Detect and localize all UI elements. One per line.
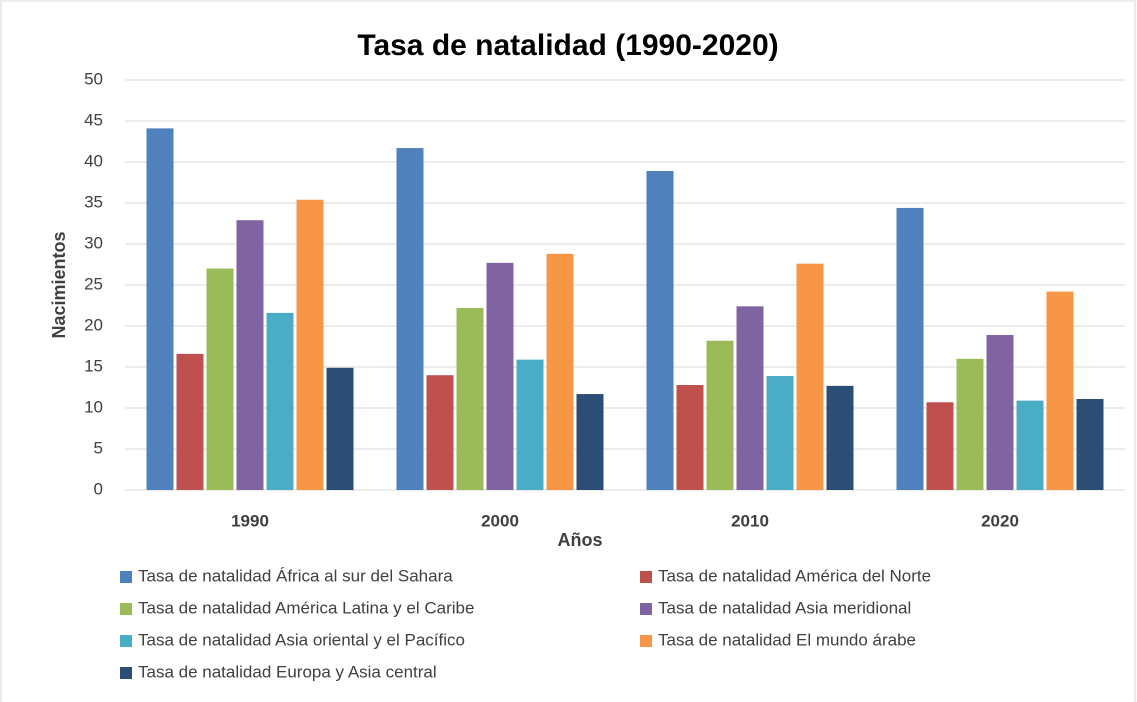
- bar: [1016, 400, 1044, 490]
- bar: [676, 385, 704, 490]
- legend-label: Tasa de natalidad Europa y Asia central: [138, 662, 437, 681]
- bar: [516, 359, 544, 490]
- bar: [546, 253, 574, 490]
- chart-title: Tasa de natalidad (1990-2020): [357, 29, 778, 62]
- bar: [456, 307, 484, 490]
- bar: [646, 171, 674, 490]
- y-tick-label: 25: [84, 274, 103, 293]
- bar: [896, 207, 924, 491]
- bar: [956, 358, 984, 490]
- bar: [206, 268, 234, 490]
- y-tick-label: 35: [84, 192, 103, 211]
- legend-swatch: [640, 635, 652, 647]
- bar: [796, 263, 824, 490]
- legend-swatch: [120, 667, 132, 679]
- bar: [236, 220, 264, 490]
- bar: [426, 375, 454, 490]
- bar: [576, 394, 604, 490]
- x-tick-label: 2000: [481, 511, 519, 530]
- y-tick-label: 0: [94, 479, 103, 498]
- y-tick-label: 20: [84, 315, 103, 334]
- y-tick-label: 5: [94, 438, 103, 457]
- bar: [326, 367, 354, 490]
- y-tick-label: 40: [84, 151, 103, 170]
- bar: [146, 128, 174, 490]
- legend-label: Tasa de natalidad El mundo árabe: [658, 630, 916, 649]
- bar: [706, 340, 734, 490]
- bar: [1046, 291, 1074, 490]
- y-tick-label: 30: [84, 233, 103, 252]
- legend-swatch: [640, 603, 652, 615]
- bar: [926, 402, 954, 490]
- legend-swatch: [120, 571, 132, 583]
- bar: [766, 376, 794, 490]
- bar: [736, 306, 764, 490]
- x-tick-label: 2020: [981, 511, 1019, 530]
- legend-label: Tasa de natalidad Asia meridional: [658, 598, 911, 617]
- y-axis-title: Nacimientos: [49, 231, 69, 338]
- bar: [266, 312, 294, 490]
- x-tick-label: 2010: [731, 511, 769, 530]
- legend-label: Tasa de natalidad Asia oriental y el Pac…: [138, 630, 465, 649]
- bar: [396, 148, 424, 490]
- bar: [986, 335, 1014, 490]
- legend-label: Tasa de natalidad América Latina y el Ca…: [138, 598, 474, 617]
- x-axis-title: Años: [558, 530, 603, 550]
- legend-swatch: [120, 635, 132, 647]
- bar: [296, 199, 324, 490]
- y-tick-label: 15: [84, 356, 103, 375]
- bar: [1076, 398, 1104, 490]
- legend-swatch: [120, 603, 132, 615]
- y-tick-label: 50: [84, 69, 103, 88]
- bar: [176, 353, 204, 490]
- bar: [826, 385, 854, 490]
- y-tick-label: 45: [84, 110, 103, 129]
- x-tick-label: 1990: [231, 511, 269, 530]
- bar: [486, 262, 514, 490]
- legend-swatch: [640, 571, 652, 583]
- legend-label: Tasa de natalidad América del Norte: [658, 566, 931, 585]
- legend-label: Tasa de natalidad África al sur del Saha…: [138, 566, 453, 585]
- y-tick-label: 10: [84, 397, 103, 416]
